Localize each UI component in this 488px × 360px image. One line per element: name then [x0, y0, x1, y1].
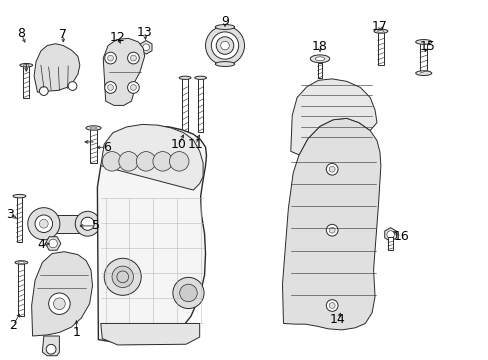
- Text: 5: 5: [92, 219, 100, 233]
- Ellipse shape: [194, 76, 206, 80]
- Ellipse shape: [23, 64, 29, 66]
- Polygon shape: [103, 39, 144, 105]
- Circle shape: [107, 55, 113, 61]
- Polygon shape: [34, 44, 80, 92]
- Circle shape: [104, 82, 116, 93]
- Text: 8: 8: [18, 27, 25, 40]
- Text: 4: 4: [37, 238, 45, 251]
- Circle shape: [81, 217, 94, 230]
- Polygon shape: [101, 323, 199, 345]
- Text: 9: 9: [221, 15, 228, 28]
- Bar: [419, 42, 427, 73]
- Ellipse shape: [90, 127, 97, 129]
- Ellipse shape: [215, 62, 234, 67]
- Circle shape: [386, 231, 394, 238]
- Circle shape: [54, 298, 65, 310]
- Ellipse shape: [86, 126, 101, 130]
- Text: 6: 6: [103, 140, 111, 153]
- Ellipse shape: [309, 55, 329, 63]
- Polygon shape: [101, 125, 203, 190]
- Circle shape: [40, 87, 48, 95]
- Circle shape: [127, 52, 139, 64]
- Text: 14: 14: [329, 312, 345, 326]
- Circle shape: [28, 208, 60, 240]
- Circle shape: [46, 345, 56, 354]
- Circle shape: [169, 152, 188, 171]
- Circle shape: [216, 37, 233, 54]
- Text: 17: 17: [371, 20, 387, 33]
- Bar: [182, 78, 187, 132]
- Circle shape: [130, 55, 136, 61]
- Ellipse shape: [13, 194, 26, 198]
- Circle shape: [104, 258, 141, 295]
- Polygon shape: [97, 126, 206, 344]
- Text: 15: 15: [418, 40, 434, 53]
- Circle shape: [40, 219, 48, 228]
- Ellipse shape: [415, 71, 431, 76]
- Circle shape: [107, 85, 113, 90]
- Circle shape: [112, 266, 133, 288]
- Bar: [377, 31, 383, 64]
- Circle shape: [328, 227, 334, 233]
- Text: 11: 11: [187, 138, 203, 151]
- Polygon shape: [290, 79, 376, 155]
- Polygon shape: [282, 118, 380, 330]
- Text: 7: 7: [59, 28, 67, 41]
- Circle shape: [325, 300, 337, 311]
- Ellipse shape: [415, 40, 431, 44]
- Ellipse shape: [215, 24, 234, 30]
- Ellipse shape: [315, 57, 324, 61]
- Text: 18: 18: [311, 40, 327, 53]
- Polygon shape: [42, 336, 59, 356]
- Text: 12: 12: [110, 31, 125, 44]
- Circle shape: [102, 152, 122, 171]
- Circle shape: [180, 284, 197, 302]
- Bar: [23, 65, 29, 98]
- Circle shape: [211, 32, 238, 59]
- Ellipse shape: [373, 29, 387, 33]
- Circle shape: [104, 52, 116, 64]
- Bar: [317, 63, 322, 78]
- Circle shape: [328, 303, 334, 309]
- Ellipse shape: [15, 261, 28, 264]
- Polygon shape: [384, 228, 396, 241]
- Circle shape: [205, 26, 244, 65]
- Circle shape: [153, 152, 172, 171]
- Circle shape: [142, 44, 149, 51]
- Text: 10: 10: [170, 138, 186, 151]
- Ellipse shape: [20, 63, 33, 67]
- Circle shape: [220, 41, 229, 50]
- Polygon shape: [140, 40, 152, 54]
- Circle shape: [136, 152, 156, 171]
- Bar: [198, 78, 203, 132]
- Ellipse shape: [179, 76, 191, 80]
- Ellipse shape: [377, 30, 383, 32]
- Text: 3: 3: [6, 208, 14, 221]
- Circle shape: [325, 224, 337, 236]
- Text: 2: 2: [9, 319, 17, 332]
- Circle shape: [68, 82, 77, 90]
- Circle shape: [35, 215, 53, 233]
- Circle shape: [75, 211, 100, 236]
- Ellipse shape: [19, 262, 24, 264]
- Circle shape: [173, 277, 203, 309]
- Circle shape: [119, 152, 138, 171]
- Bar: [90, 128, 97, 163]
- Circle shape: [328, 166, 334, 172]
- Text: 16: 16: [393, 230, 408, 243]
- Circle shape: [130, 85, 136, 90]
- Text: 13: 13: [137, 26, 152, 39]
- Polygon shape: [45, 237, 61, 250]
- Circle shape: [127, 82, 139, 93]
- Polygon shape: [32, 252, 92, 336]
- Bar: [19, 262, 24, 316]
- Bar: [44, 215, 87, 233]
- Bar: [387, 237, 392, 249]
- Circle shape: [117, 271, 128, 283]
- Text: 1: 1: [72, 326, 80, 339]
- Circle shape: [49, 239, 57, 248]
- Bar: [17, 196, 22, 242]
- Circle shape: [325, 163, 337, 175]
- Circle shape: [49, 293, 70, 314]
